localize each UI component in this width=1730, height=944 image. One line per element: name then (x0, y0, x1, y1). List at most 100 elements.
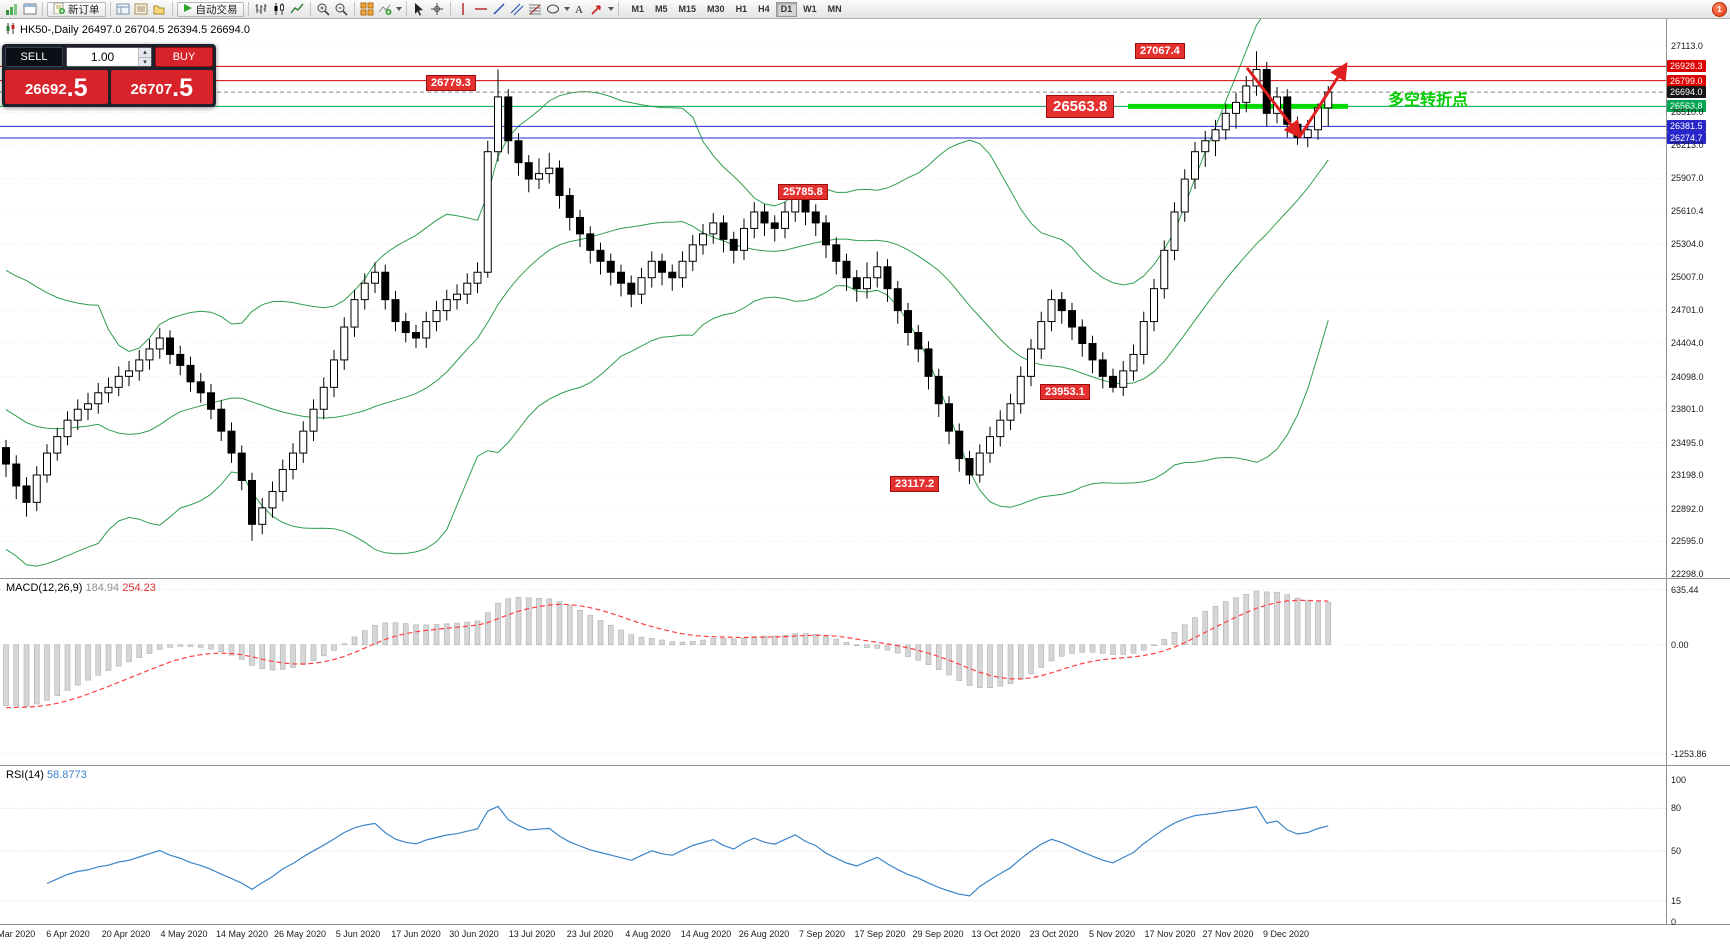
macd-value-main: 184.94 (85, 582, 120, 594)
panel-resize-handle[interactable] (0, 765, 1730, 766)
date-label: 5 Nov 2020 (1088, 929, 1136, 939)
alert-badge-icon[interactable]: 1 (1712, 1, 1727, 17)
price-label-annotation[interactable]: 23953.1 (1040, 384, 1090, 401)
rsi-value: 58.8773 (46, 769, 87, 781)
chevron-down-icon[interactable] (395, 7, 402, 11)
timeframe-button-h1[interactable]: H1 (731, 2, 753, 17)
price-axis-label: 22892.0 (1671, 503, 1704, 514)
panel-resize-handle[interactable] (0, 578, 1730, 579)
volume-down-button[interactable]: ▾ (138, 57, 151, 66)
price-axis-label: 23198.0 (1671, 470, 1704, 481)
date-label: 30 Jun 2020 (449, 929, 499, 939)
toolbar-separator (309, 2, 311, 16)
new-order-button[interactable]: 新订单 (47, 1, 106, 17)
indicators-icon[interactable] (377, 2, 394, 17)
line-chart-icon[interactable] (289, 2, 306, 17)
timeframe-button-m1[interactable]: M1 (627, 2, 650, 17)
price-axis-label: 0 (1671, 917, 1677, 927)
chart-title-text: HK50-,Daily 26497.0 26704.5 26394.5 2669… (20, 24, 250, 36)
horizontal-line-icon[interactable] (473, 2, 490, 17)
price-axis-label: 50 (1671, 846, 1682, 856)
buy-price-int: 26707 (130, 81, 173, 98)
time-axis[interactable]: 26 Mar 2020 6 Apr 2020 20 Apr 2020 4 May 20… (0, 925, 1730, 944)
buy-price[interactable]: 26707.5 (110, 70, 213, 104)
toolbar-separator (405, 2, 407, 16)
date-label: 13 Oct 2020 (971, 929, 1021, 939)
date-label: 26 Mar 2020 (0, 929, 36, 939)
sell-button[interactable]: SELL (5, 47, 63, 67)
shapes-icon[interactable] (545, 2, 562, 17)
date-label: 14 Aug 2020 (680, 929, 732, 939)
toolbar-separator (42, 2, 43, 16)
volume-control: ▴ ▾ (66, 47, 152, 67)
price-axis-label: 27113.0 (1671, 41, 1703, 52)
navigator-icon[interactable] (151, 2, 168, 17)
text-icon[interactable]: A (571, 2, 588, 17)
sell-price-int: 26692 (24, 81, 67, 98)
one-click-trade-panel: SELL ▴ ▾ BUY 26692.5 26707.5 (2, 44, 216, 107)
price-axis-label: 25007.0 (1671, 271, 1704, 282)
trendline-icon[interactable] (491, 2, 508, 17)
price-axis-label: 26381.5 (1667, 120, 1706, 133)
chart-title: HK50-,Daily 26497.0 26704.5 26394.5 2669… (5, 23, 250, 37)
timeframe-button-m5[interactable]: M5 (650, 2, 673, 17)
date-label: 13 Jul 2020 (508, 929, 556, 939)
fibonacci-icon[interactable] (527, 2, 544, 17)
date-label: 4 Aug 2020 (625, 929, 671, 939)
crosshair-icon[interactable] (429, 2, 446, 17)
zoom-out-icon[interactable] (333, 2, 350, 17)
market-watch-icon[interactable] (115, 2, 132, 17)
autotrading-button[interactable]: 自动交易 (176, 1, 244, 17)
price-axis-separator (1666, 19, 1667, 924)
buy-price-frac: .5 (172, 74, 194, 102)
play-icon (183, 3, 193, 16)
timeframe-button-mn[interactable]: MN (823, 2, 847, 17)
new-chart-icon[interactable] (3, 2, 20, 17)
price-axis-label: 26799.0 (1667, 74, 1706, 87)
price-axis[interactable]: 27113.0 26928.3 26799.0 26694.0 26563.8 26510… (1667, 18, 1730, 927)
price-label-annotation[interactable]: 27067.4 (1135, 43, 1185, 60)
cursor-icon[interactable] (411, 2, 428, 17)
price-label-annotation[interactable]: 25785.8 (778, 183, 828, 200)
toolbar-separator (109, 2, 111, 16)
vertical-line-icon[interactable] (455, 2, 472, 17)
time-axis-separator (0, 924, 1730, 925)
price-axis-label: 25304.0 (1671, 239, 1704, 250)
sell-price[interactable]: 26692.5 (5, 70, 108, 104)
date-label: 4 May 2020 (160, 929, 208, 939)
chart-profiles-icon[interactable] (21, 2, 38, 17)
price-label-annotation[interactable]: 23117.2 (890, 476, 940, 493)
arrows-tool-icon[interactable] (589, 2, 606, 17)
zoom-in-icon[interactable] (315, 2, 332, 17)
channel-icon[interactable] (509, 2, 526, 17)
timeframe-button-h4[interactable]: H4 (753, 2, 775, 17)
new-order-label: 新订单 (68, 3, 100, 16)
buy-button[interactable]: BUY (155, 47, 213, 67)
price-axis-label: 23495.0 (1671, 437, 1704, 448)
price-axis-label: 25907.0 (1671, 173, 1704, 184)
price-axis-label: 24701.0 (1671, 305, 1704, 316)
candlesticks-icon[interactable] (271, 2, 288, 17)
price-label-annotation[interactable]: 26779.3 (426, 74, 476, 91)
chevron-down-icon[interactable] (607, 7, 614, 11)
price-axis-label: 24404.0 (1671, 338, 1704, 349)
timeframe-button-d1[interactable]: D1 (775, 1, 798, 17)
date-label: 26 Aug 2020 (738, 929, 790, 939)
timeframe-button-m30[interactable]: M30 (702, 2, 730, 17)
timeframe-button-w1[interactable]: W1 (798, 2, 822, 17)
volume-input[interactable] (67, 48, 138, 66)
pivot-note-text[interactable]: 多空转折点 (1388, 91, 1469, 109)
price-axis-label: 100 (1671, 775, 1687, 785)
timeframe-button-m15[interactable]: M15 (674, 2, 702, 17)
price-label-annotation[interactable]: 26563.8 (1046, 95, 1115, 119)
date-label: 7 Sep 2020 (798, 929, 846, 939)
toolbar-separator (617, 2, 619, 16)
data-window-icon[interactable] (133, 2, 150, 17)
chevron-down-icon[interactable] (563, 7, 570, 11)
macd-name: MACD(12,26,9) (6, 582, 83, 594)
tile-windows-icon[interactable] (359, 2, 376, 17)
ohlc-bars-icon[interactable] (253, 2, 270, 17)
date-label: 23 Oct 2020 (1029, 929, 1079, 939)
volume-up-button[interactable]: ▴ (138, 48, 151, 57)
